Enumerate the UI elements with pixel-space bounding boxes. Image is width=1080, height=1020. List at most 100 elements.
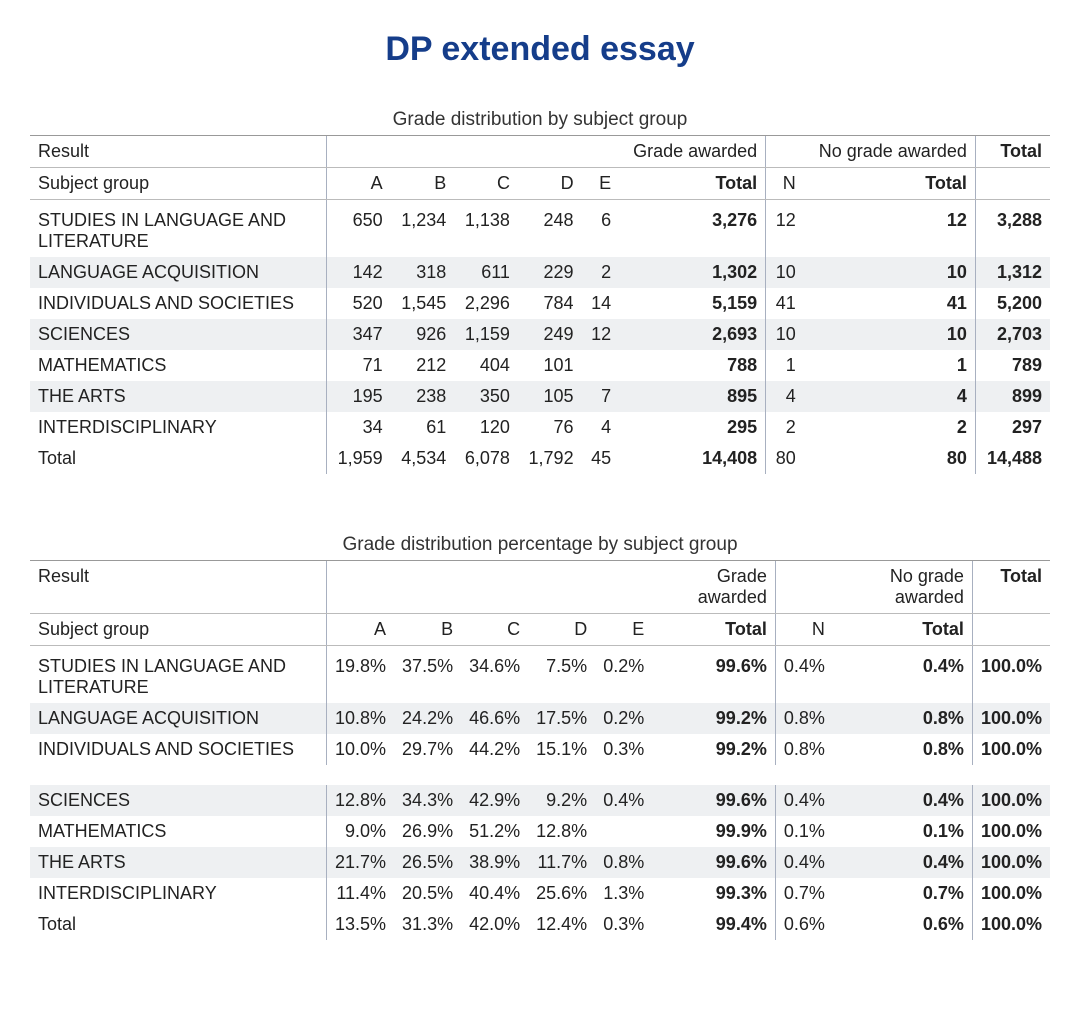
hdr-ga-total: Total: [652, 614, 775, 646]
hdr-grade-awarded: Grade awarded: [652, 561, 775, 614]
cell: 100.0%: [972, 703, 1050, 734]
table1-caption: Grade distribution by subject group: [30, 109, 1050, 131]
cell: 1: [804, 350, 976, 381]
cell: 21.7%: [327, 847, 395, 878]
cell: 0.4%: [775, 646, 833, 704]
cell: 1,138: [454, 200, 518, 258]
cell: 11.4%: [327, 878, 395, 909]
cell: 5,159: [619, 288, 766, 319]
gap-row: [30, 765, 1050, 785]
hdr-result: Result: [30, 561, 327, 614]
table2: Result Grade awarded No grade awarded To…: [30, 560, 1050, 940]
cell: 7.5%: [528, 646, 595, 704]
cell: 100.0%: [972, 785, 1050, 816]
cell: 12.4%: [528, 909, 595, 940]
hdr-D: D: [528, 614, 595, 646]
cell: 1,959: [327, 443, 391, 474]
table-total-row: Total13.5%31.3%42.0%12.4%0.3%99.4%0.6%0.…: [30, 909, 1050, 940]
cell: 34.6%: [461, 646, 528, 704]
cell: 80: [766, 443, 804, 474]
cell: 15.1%: [528, 734, 595, 765]
hdr-D: D: [518, 168, 582, 200]
cell: 1,302: [619, 257, 766, 288]
cell: 0.4%: [775, 785, 833, 816]
cell: STUDIES IN LANGUAGE AND LITERATURE: [30, 200, 327, 258]
cell: 0.1%: [775, 816, 833, 847]
cell: 1,312: [975, 257, 1050, 288]
cell: 20.5%: [394, 878, 461, 909]
cell: 926: [391, 319, 455, 350]
cell: 4: [804, 381, 976, 412]
table-row: INTERDISCIPLINARY11.4%20.5%40.4%25.6%1.3…: [30, 878, 1050, 909]
cell: 14: [582, 288, 620, 319]
cell: 9.2%: [528, 785, 595, 816]
cell: 248: [518, 200, 582, 258]
hdr-no-grade-awarded: No grade awarded: [833, 561, 973, 614]
table-row: LANGUAGE ACQUISITION10.8%24.2%46.6%17.5%…: [30, 703, 1050, 734]
cell: 34: [327, 412, 391, 443]
cell: 14,488: [975, 443, 1050, 474]
cell: 611: [454, 257, 518, 288]
table-row: SCIENCES3479261,159249122,69310102,703: [30, 319, 1050, 350]
cell: 0.2%: [595, 703, 652, 734]
hdr-C: C: [461, 614, 528, 646]
cell: 42.9%: [461, 785, 528, 816]
cell: 3,288: [975, 200, 1050, 258]
hdr-N: N: [775, 614, 833, 646]
cell: 347: [327, 319, 391, 350]
cell: 4: [766, 381, 804, 412]
cell: 38.9%: [461, 847, 528, 878]
cell: 2,703: [975, 319, 1050, 350]
hdr-total-grand: Total: [972, 561, 1050, 614]
cell: 51.2%: [461, 816, 528, 847]
hdr-ga-total: Total: [619, 168, 766, 200]
table-row: INDIVIDUALS AND SOCIETIES5201,5452,29678…: [30, 288, 1050, 319]
cell: 789: [975, 350, 1050, 381]
cell: LANGUAGE ACQUISITION: [30, 257, 327, 288]
hdr-ng-total: Total: [833, 614, 973, 646]
hdr-grade-awarded: Grade awarded: [619, 136, 766, 168]
cell: 26.9%: [394, 816, 461, 847]
cell: 3,276: [619, 200, 766, 258]
cell: 238: [391, 381, 455, 412]
cell: 249: [518, 319, 582, 350]
cell: Total: [30, 443, 327, 474]
cell: 895: [619, 381, 766, 412]
cell: 2: [766, 412, 804, 443]
cell: 24.2%: [394, 703, 461, 734]
table-row: MATHEMATICS9.0%26.9%51.2%12.8%99.9%0.1%0…: [30, 816, 1050, 847]
cell: 650: [327, 200, 391, 258]
cell: 0.7%: [833, 878, 973, 909]
table-row: INTERDISCIPLINARY346112076429522297: [30, 412, 1050, 443]
cell: 10: [804, 319, 976, 350]
cell: 404: [454, 350, 518, 381]
cell: 100.0%: [972, 878, 1050, 909]
cell: 100.0%: [972, 734, 1050, 765]
hdr-E: E: [595, 614, 652, 646]
cell: 195: [327, 381, 391, 412]
cell: 0.8%: [833, 703, 973, 734]
cell: INTERDISCIPLINARY: [30, 878, 327, 909]
cell: 99.6%: [652, 646, 775, 704]
cell: 212: [391, 350, 455, 381]
cell: SCIENCES: [30, 785, 327, 816]
hdr-B: B: [394, 614, 461, 646]
cell: 0.3%: [595, 909, 652, 940]
cell: 12: [766, 200, 804, 258]
cell: 10: [766, 257, 804, 288]
table-row: MATHEMATICS7121240410178811789: [30, 350, 1050, 381]
cell: 229: [518, 257, 582, 288]
cell: 0.7%: [775, 878, 833, 909]
cell: 25.6%: [528, 878, 595, 909]
cell: 0.4%: [833, 646, 973, 704]
cell: MATHEMATICS: [30, 350, 327, 381]
cell: 44.2%: [461, 734, 528, 765]
cell: 11.7%: [528, 847, 595, 878]
hdr-N: N: [766, 168, 804, 200]
cell: 80: [804, 443, 976, 474]
cell: 120: [454, 412, 518, 443]
table-row: THE ARTS21.7%26.5%38.9%11.7%0.8%99.6%0.4…: [30, 847, 1050, 878]
cell: 34.3%: [394, 785, 461, 816]
cell: 101: [518, 350, 582, 381]
cell: 4,534: [391, 443, 455, 474]
